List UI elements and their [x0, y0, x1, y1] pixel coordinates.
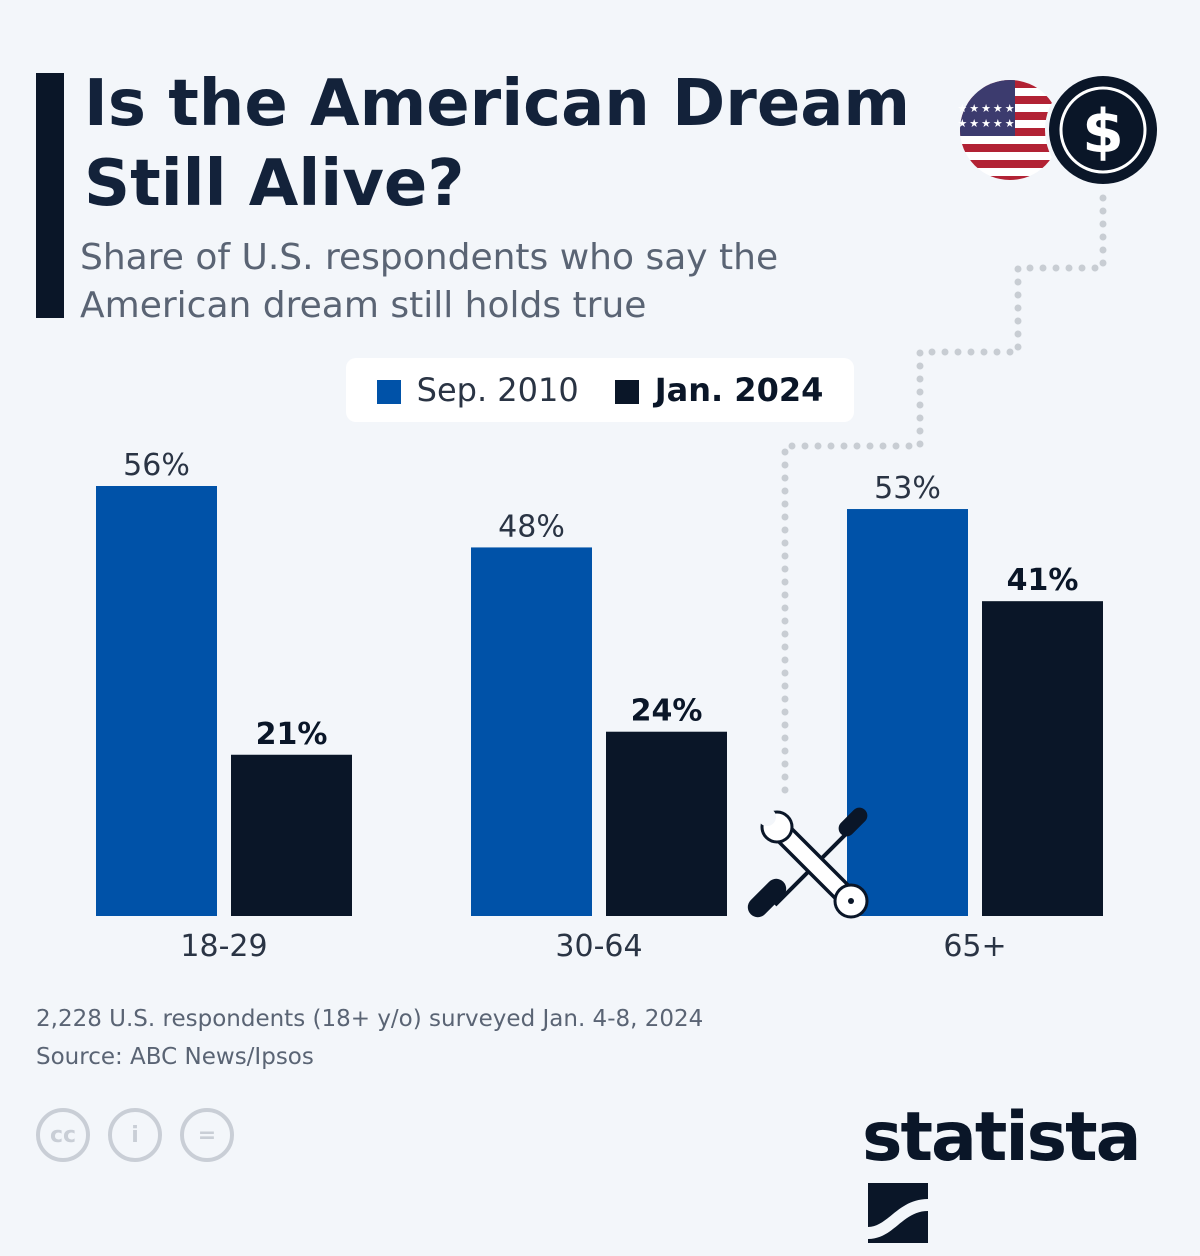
footer: 2,228 U.S. respondents (18+ y/o) surveye…	[36, 1000, 703, 1076]
data-label: 41%	[1007, 563, 1079, 598]
data-label: 24%	[631, 694, 703, 729]
bar	[847, 509, 968, 916]
svg-text:$: $	[1082, 97, 1124, 167]
no-derivatives-icon[interactable]: =	[180, 1108, 234, 1162]
legend: Sep. 2010 Jan. 2024	[346, 358, 854, 422]
data-label: 53%	[874, 471, 941, 506]
dotted-path	[781, 194, 1107, 804]
legend-item-jan2024: Jan. 2024	[614, 371, 824, 409]
x-tick-label: 30-64	[555, 929, 642, 964]
bar	[982, 601, 1103, 916]
x-tick-label: 65+	[943, 929, 1006, 964]
legend-swatch	[614, 380, 639, 404]
logo-text: statista	[862, 1098, 1142, 1177]
cc-icon[interactable]: cc	[36, 1108, 90, 1162]
chart-subtitle: Share of U.S. respondents who say the Am…	[80, 237, 779, 326]
data-label: 21%	[256, 717, 328, 752]
svg-text:★★★★★: ★★★★★	[957, 117, 1016, 130]
statista-logo[interactable]: statista	[862, 1098, 1200, 1256]
us-flag-icon: ★★★★★ ★★★★★	[957, 80, 1060, 180]
svg-text:★★★★★: ★★★★★	[957, 102, 1016, 115]
source: Source: ABC News/Ipsos	[36, 1044, 314, 1070]
chart-title: Is the American Dream Still Alive?	[84, 67, 911, 221]
attribution-icon[interactable]: i	[108, 1108, 162, 1162]
data-label: 48%	[498, 509, 565, 544]
survey-note: 2,228 U.S. respondents (18+ y/o) surveye…	[36, 1006, 704, 1032]
decor-layer: ★★★★★ ★★★★★ $ 56% 21% 18-29 48% 24% 30-64 53% 4…	[96, 72, 1161, 964]
bar	[606, 731, 727, 916]
legend-item-sep2010: Sep. 2010	[376, 371, 579, 409]
statista-logo-mark	[868, 1183, 928, 1243]
bar	[96, 486, 217, 916]
data-label: 56%	[123, 448, 190, 483]
x-tick-label: 18-29	[180, 929, 267, 964]
bar	[231, 754, 352, 916]
dollar-coin-icon: $	[1045, 72, 1161, 188]
legend-label: Jan. 2024	[654, 371, 824, 409]
legend-swatch	[376, 380, 401, 404]
wrench-screwdriver-icon	[747, 807, 869, 919]
legend-label: Sep. 2010	[416, 371, 579, 409]
title-accent-bar	[36, 73, 64, 318]
bar	[471, 547, 592, 916]
